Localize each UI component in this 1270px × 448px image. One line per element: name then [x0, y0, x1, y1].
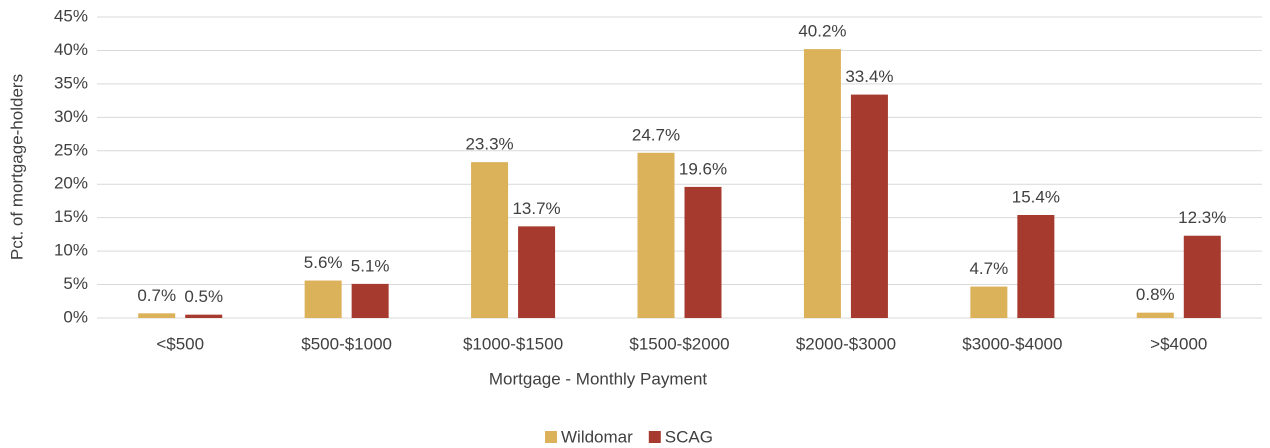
x-tick-label: $500-$1000	[301, 334, 392, 353]
legend-label: Wildomar	[561, 427, 633, 446]
data-label: 23.3%	[465, 135, 513, 154]
data-label: 4.7%	[969, 259, 1008, 278]
y-tick-label: 40%	[54, 40, 88, 59]
bar	[637, 152, 675, 318]
data-label: 0.8%	[1136, 285, 1175, 304]
data-label: 33.4%	[845, 67, 893, 86]
x-tick-label: $2000-$3000	[796, 334, 896, 353]
y-tick-label: 10%	[54, 241, 88, 260]
data-label: 13.7%	[512, 199, 560, 218]
y-tick-label: 20%	[54, 174, 88, 193]
bar	[1183, 235, 1221, 318]
bar	[471, 162, 509, 318]
x-tick-label: <$500	[156, 334, 204, 353]
data-label: 0.7%	[137, 286, 176, 305]
y-axis-title: Pct. of mortgage-holders	[7, 74, 26, 260]
x-tick-label: $3000-$4000	[962, 334, 1062, 353]
y-tick-label: 25%	[54, 140, 88, 159]
bar	[351, 283, 389, 318]
data-label: 19.6%	[679, 159, 727, 178]
data-label: 12.3%	[1178, 208, 1226, 227]
data-label: 0.5%	[184, 287, 223, 306]
data-label: 5.6%	[304, 253, 343, 272]
bar	[684, 186, 722, 318]
y-tick-label: 0%	[63, 307, 88, 326]
bar	[970, 286, 1008, 318]
legend-swatch	[545, 431, 557, 443]
bar	[803, 49, 841, 319]
bar	[304, 280, 342, 318]
bar	[1017, 214, 1055, 318]
data-label: 15.4%	[1012, 187, 1060, 206]
x-tick-label: >$4000	[1150, 334, 1207, 353]
y-tick-label: 5%	[63, 274, 88, 293]
bar	[850, 94, 888, 318]
data-label: 24.7%	[632, 125, 680, 144]
data-label: 40.2%	[798, 22, 846, 41]
bar	[1136, 312, 1174, 318]
bar	[518, 226, 556, 318]
legend-label: SCAG	[665, 427, 713, 446]
data-label: 5.1%	[351, 256, 390, 275]
bar	[138, 313, 176, 318]
x-tick-label: $1500-$2000	[629, 334, 729, 353]
y-tick-label: 30%	[54, 107, 88, 126]
y-tick-label: 15%	[54, 207, 88, 226]
x-tick-label: $1000-$1500	[463, 334, 563, 353]
bar	[185, 314, 223, 318]
y-tick-label: 45%	[54, 6, 88, 25]
x-axis-title: Mortgage - Monthly Payment	[489, 369, 708, 388]
legend-swatch	[648, 431, 661, 443]
y-tick-label: 35%	[54, 73, 88, 92]
